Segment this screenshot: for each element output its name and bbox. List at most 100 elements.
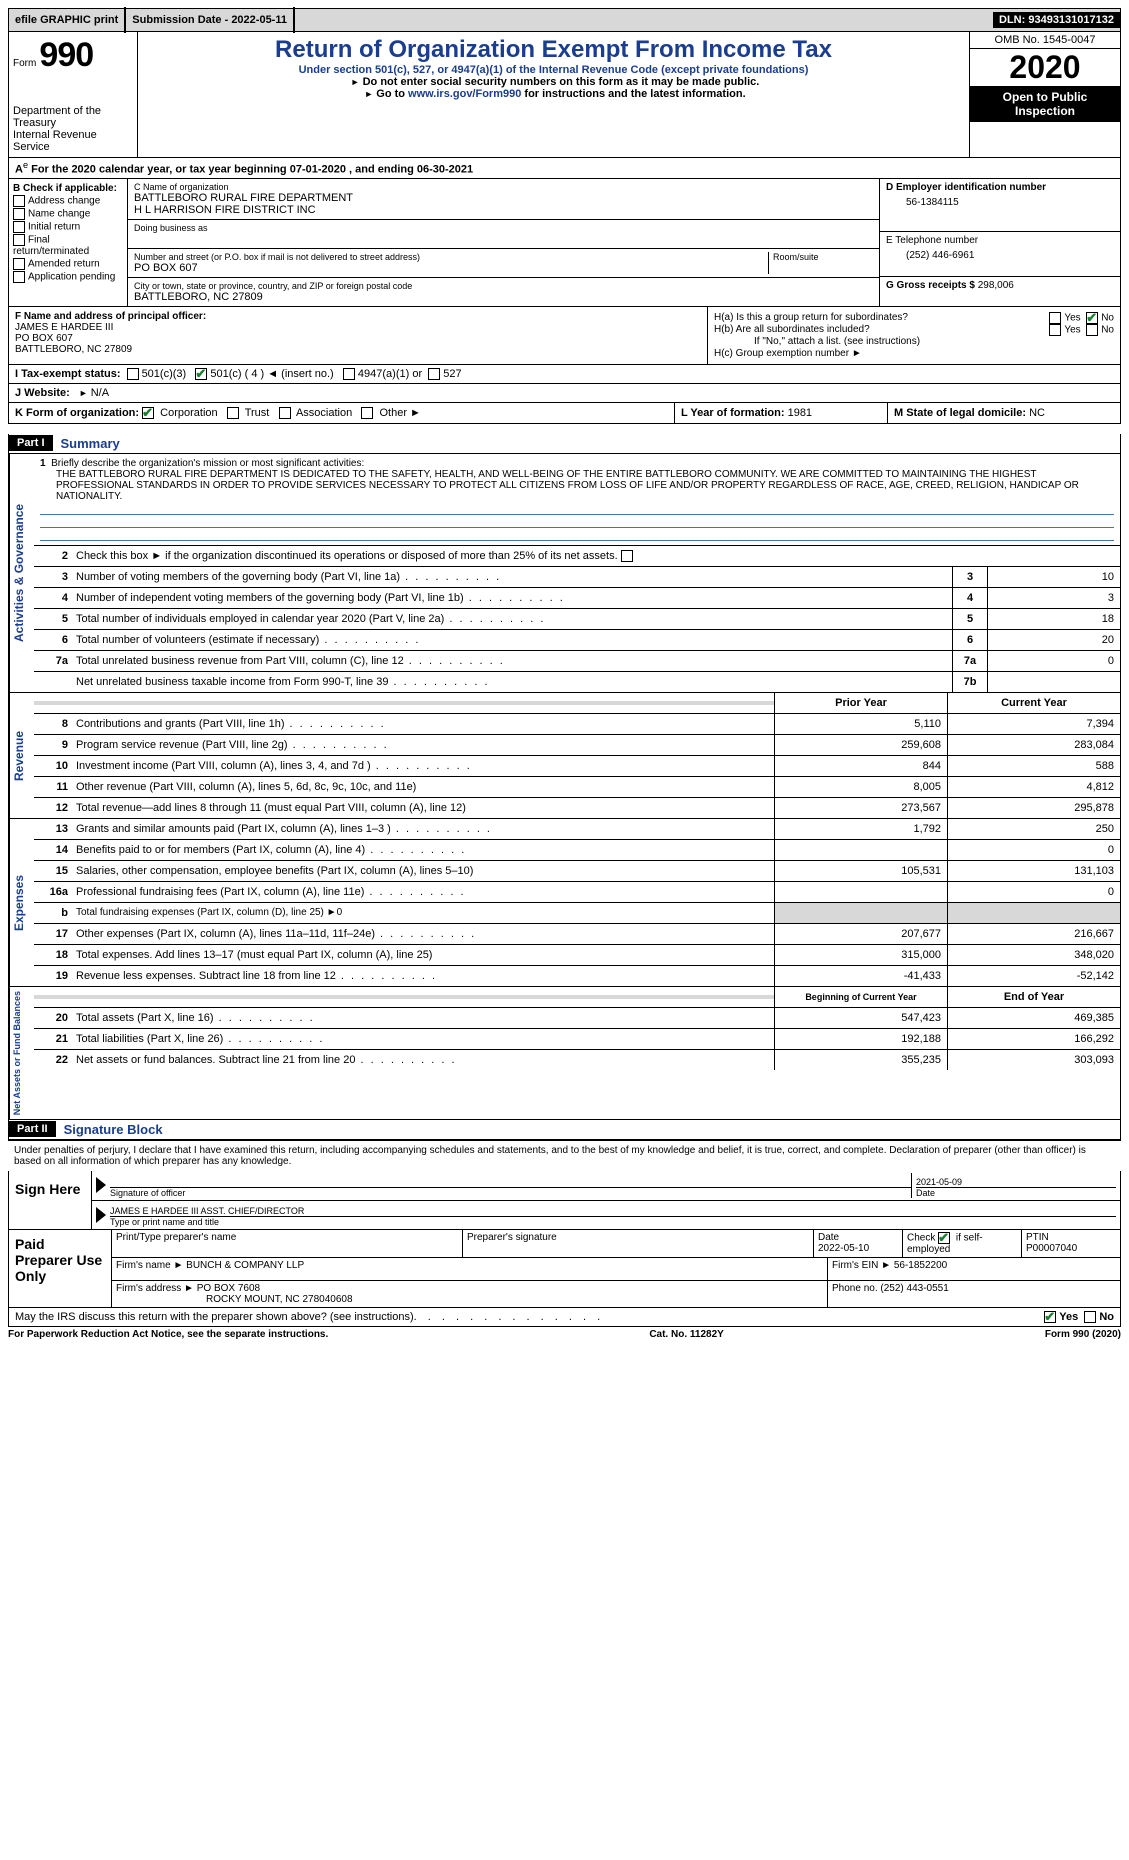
chk-assoc[interactable] — [279, 407, 291, 419]
chk-other[interactable] — [361, 407, 373, 419]
gross-value: 298,006 — [978, 280, 1014, 291]
form-number: 990 — [39, 36, 93, 74]
line-8-desc: Contributions and grants (Part VIII, lin… — [72, 716, 774, 732]
ein-value: 56-1384115 — [886, 193, 1114, 212]
line-13-current: 250 — [947, 819, 1120, 839]
line-16a-prior — [774, 882, 947, 902]
line-7b-desc: Net unrelated business taxable income fr… — [72, 674, 952, 690]
vert-expenses: Expenses — [9, 819, 34, 986]
line-21-current: 166,292 — [947, 1029, 1120, 1049]
discuss-no[interactable] — [1084, 1311, 1096, 1323]
line-14-prior — [774, 840, 947, 860]
street-value: PO BOX 607 — [134, 262, 768, 274]
line-10-desc: Investment income (Part VIII, column (A)… — [72, 758, 774, 774]
line-10-prior: 844 — [774, 756, 947, 776]
prep-sig-label: Preparer's signature — [463, 1230, 814, 1257]
form-subtitle: Under section 501(c), 527, or 4947(a)(1)… — [148, 64, 959, 76]
line-19-prior: -41,433 — [774, 966, 947, 986]
line-8-current: 7,394 — [947, 714, 1120, 734]
vert-activities: Activities & Governance — [9, 454, 34, 692]
prep-name-label: Print/Type preparer's name — [112, 1230, 463, 1257]
fgh-row: F Name and address of principal officer:… — [8, 307, 1121, 365]
line-15-current: 131,103 — [947, 861, 1120, 881]
line-8-prior: 5,110 — [774, 714, 947, 734]
chk-amended-return[interactable]: Amended return — [13, 258, 123, 270]
hdr-end-year: End of Year — [947, 987, 1120, 1007]
sign-here-label: Sign Here — [9, 1171, 92, 1229]
row-i: I Tax-exempt status: 501(c)(3) 501(c) ( … — [8, 365, 1121, 384]
row-a: Ae For the 2020 calendar year, or tax ye… — [8, 158, 1121, 179]
line-21-desc: Total liabilities (Part X, line 26) — [72, 1031, 774, 1047]
chk-501c[interactable] — [195, 368, 207, 380]
instructions-link[interactable]: www.irs.gov/Form990 — [408, 88, 521, 100]
line-18-prior: 315,000 — [774, 945, 947, 965]
chk-trust[interactable] — [227, 407, 239, 419]
line-16a-current: 0 — [947, 882, 1120, 902]
firm-ein-val: 56-1852200 — [894, 1260, 947, 1271]
line-4-val: 3 — [988, 588, 1120, 608]
sig-arrow-icon-2 — [96, 1207, 106, 1223]
line-12-prior: 273,567 — [774, 798, 947, 818]
chk-4947[interactable] — [343, 368, 355, 380]
line-3-val: 10 — [988, 567, 1120, 587]
part-i-header: Part I Summary — [8, 434, 1121, 454]
state-domicile: NC — [1029, 407, 1045, 419]
line-21-prior: 192,188 — [774, 1029, 947, 1049]
org-name-label: C Name of organization — [134, 182, 873, 192]
chk-final-return[interactable]: Final return/terminated — [13, 234, 123, 257]
chk-name-change[interactable]: Name change — [13, 208, 123, 220]
efile-btn[interactable]: efile GRAPHIC print — [9, 7, 126, 33]
gross-label: G Gross receipts $ — [886, 280, 975, 291]
line-20-desc: Total assets (Part X, line 16) — [72, 1010, 774, 1026]
phone-label: E Telephone number — [886, 235, 1114, 246]
line-5-val: 18 — [988, 609, 1120, 629]
part-ii-header: Part II Signature Block — [8, 1120, 1121, 1140]
chk-address-change[interactable]: Address change — [13, 195, 123, 207]
line-3-desc: Number of voting members of the governin… — [72, 569, 952, 585]
line-13-prior: 1,792 — [774, 819, 947, 839]
expenses-section: Expenses 13Grants and similar amounts pa… — [8, 819, 1121, 987]
discuss-yes[interactable] — [1044, 1311, 1056, 1323]
type-name-label: Type or print name and title — [110, 1216, 1116, 1227]
org-name-2: H L HARRISON FIRE DISTRICT INC — [134, 204, 873, 216]
sig-date-label: Date — [916, 1187, 1116, 1198]
line-15-desc: Salaries, other compensation, employee b… — [72, 863, 774, 879]
chk-application-pending[interactable]: Application pending — [13, 271, 123, 283]
line-18-current: 348,020 — [947, 945, 1120, 965]
line-7a-val: 0 — [988, 651, 1120, 671]
line-22-current: 303,093 — [947, 1050, 1120, 1070]
line-22-desc: Net assets or fund balances. Subtract li… — [72, 1052, 774, 1068]
instructions-link-row: Go to www.irs.gov/Form990 for instructio… — [148, 88, 959, 100]
line-12-desc: Total revenue—add lines 8 through 11 (mu… — [72, 800, 774, 816]
line-4-desc: Number of independent voting members of … — [72, 590, 952, 606]
hb-row: H(b) Are all subordinates included? Yes … — [714, 324, 1114, 335]
paid-preparer-block: Paid Preparer Use Only Print/Type prepar… — [8, 1230, 1121, 1308]
hdr-current-year: Current Year — [947, 693, 1120, 713]
line-6-desc: Total number of volunteers (estimate if … — [72, 632, 952, 648]
chk-initial-return[interactable]: Initial return — [13, 221, 123, 233]
firm-addr-2: ROCKY MOUNT, NC 278040608 — [116, 1294, 353, 1305]
street-label: Number and street (or P.O. box if mail i… — [134, 252, 768, 262]
website-value: N/A — [91, 387, 109, 399]
chk-501c3[interactable] — [127, 368, 139, 380]
officer-addr2: BATTLEBORO, NC 27809 — [15, 344, 701, 355]
line-18-desc: Total expenses. Add lines 13–17 (must eq… — [72, 947, 774, 963]
line-19-desc: Revenue less expenses. Subtract line 18 … — [72, 968, 774, 984]
line-22-prior: 355,235 — [774, 1050, 947, 1070]
chk-527[interactable] — [428, 368, 440, 380]
line-19-current: -52,142 — [947, 966, 1120, 986]
mission-intro: Briefly describe the organization's miss… — [51, 458, 364, 469]
line-16b-desc: Total fundraising expenses (Part IX, col… — [72, 905, 774, 920]
col-c-org-info: C Name of organization BATTLEBORO RURAL … — [128, 179, 880, 306]
irs-label: Internal Revenue Service — [13, 129, 133, 153]
hdr-prior-year: Prior Year — [774, 693, 947, 713]
paperwork-notice: For Paperwork Reduction Act Notice, see … — [8, 1329, 328, 1340]
vert-netassets: Net Assets or Fund Balances — [9, 987, 34, 1119]
form-label: Form — [13, 58, 36, 69]
prep-date-val: 2022-05-10 — [818, 1243, 869, 1254]
ha-row: H(a) Is this a group return for subordin… — [714, 312, 1114, 323]
open-public-badge: Open to Public Inspection — [970, 86, 1120, 122]
line-17-desc: Other expenses (Part IX, column (A), lin… — [72, 926, 774, 942]
chk-corp[interactable] — [142, 407, 154, 419]
vert-revenue: Revenue — [9, 693, 34, 818]
